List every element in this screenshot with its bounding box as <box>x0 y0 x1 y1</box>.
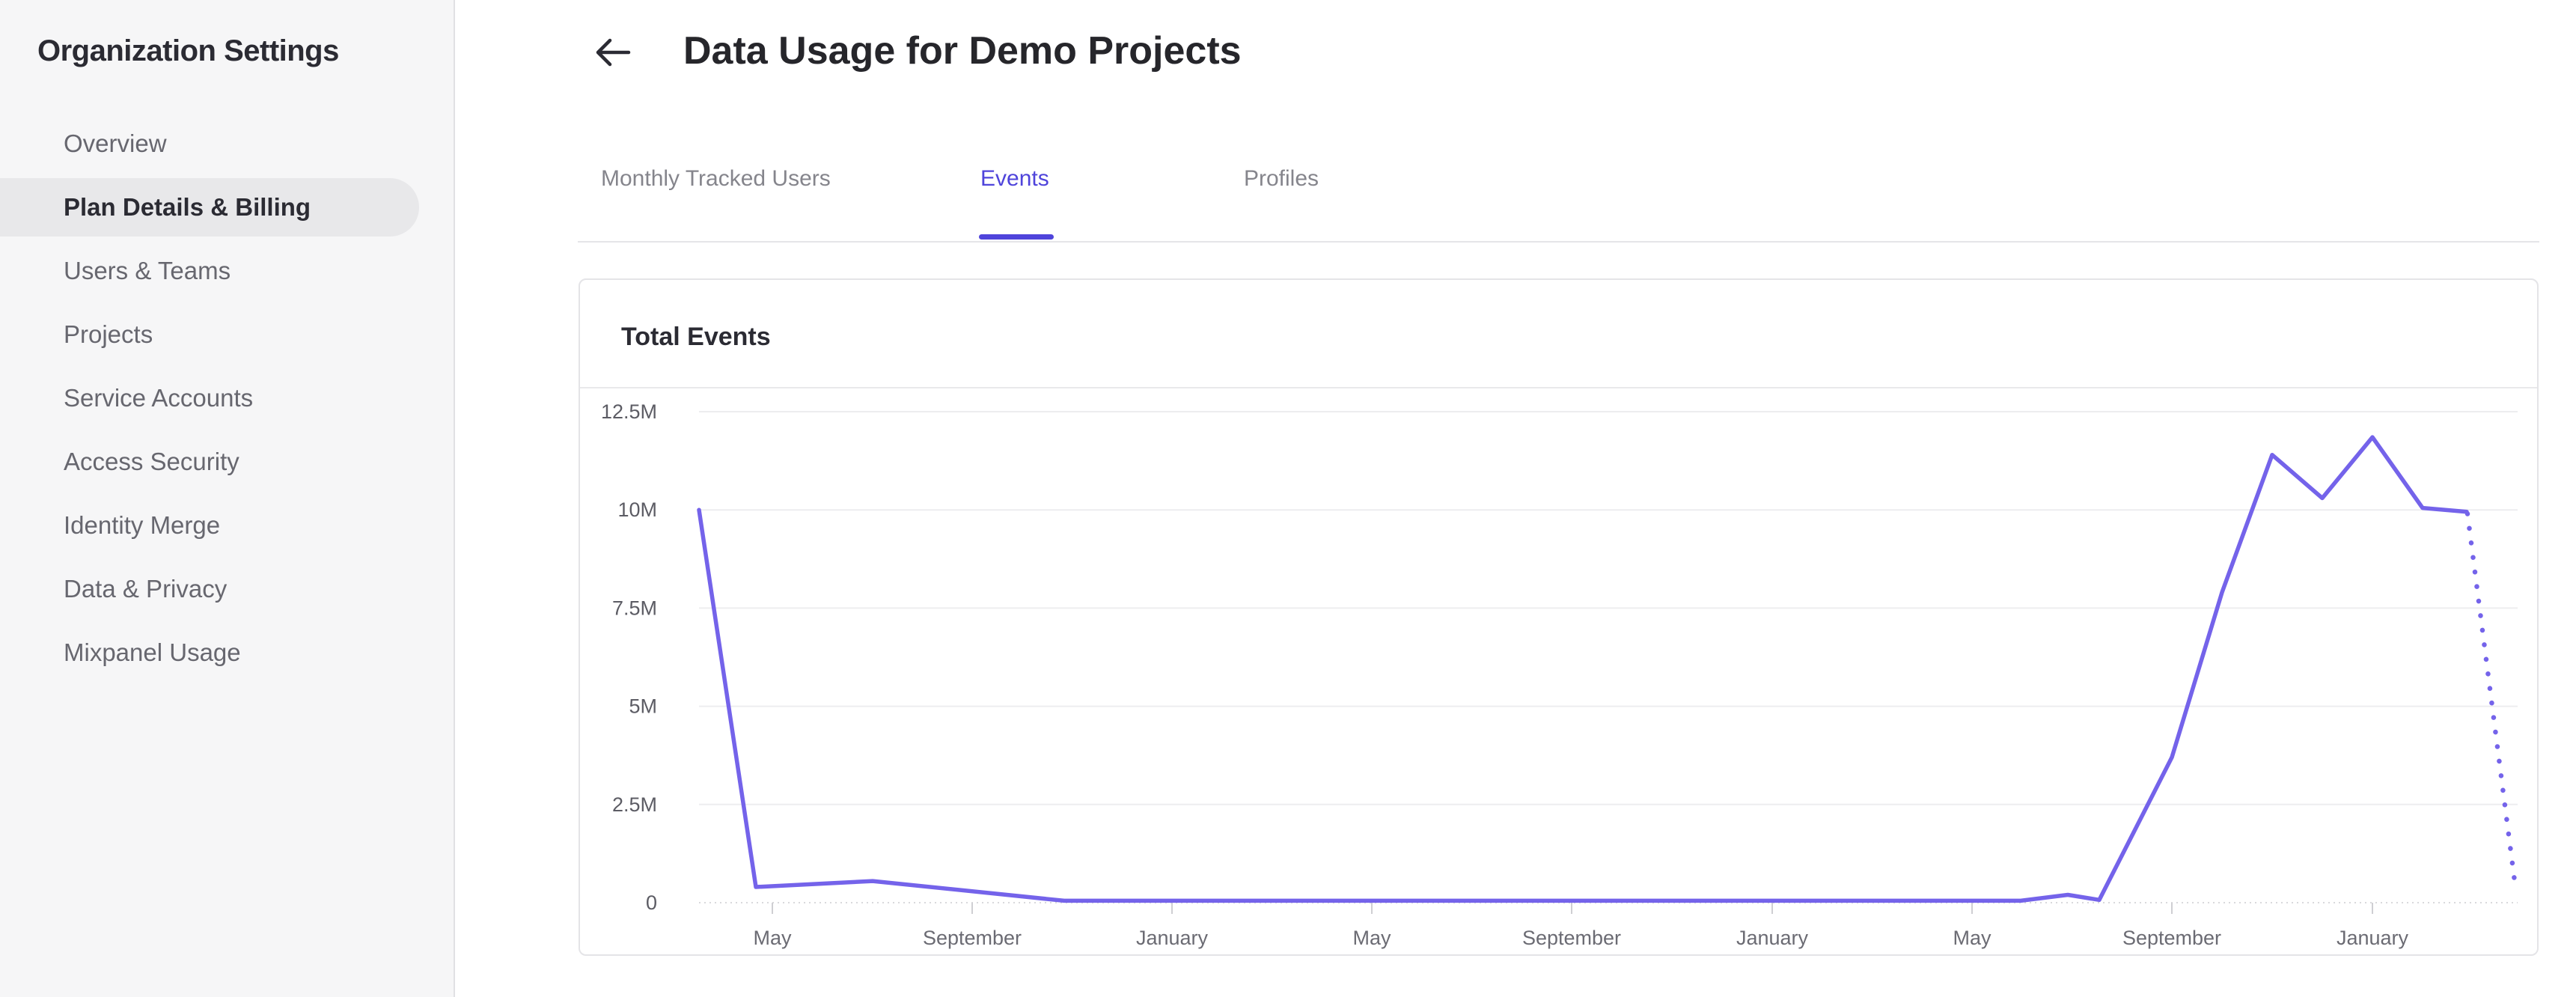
sidebar: Organization Settings Overview Plan Deta… <box>0 0 455 997</box>
chart-title: Total Events <box>621 323 771 351</box>
sidebar-nav: Overview Plan Details & Billing Users & … <box>0 115 455 687</box>
y-axis-label: 5M <box>629 695 657 718</box>
sidebar-item-data-privacy[interactable]: Data & Privacy <box>0 560 419 618</box>
sidebar-item-label: Users & Teams <box>64 257 231 284</box>
y-axis-label: 12.5M <box>601 400 657 423</box>
sidebar-item-users-teams[interactable]: Users & Teams <box>0 242 419 300</box>
events-series-line <box>697 435 2469 903</box>
active-tab-indicator <box>979 234 1054 240</box>
y-axis-label: 10M <box>617 498 657 521</box>
x-axis-label: January <box>1136 927 1209 949</box>
arrow-left-icon <box>596 38 631 66</box>
sidebar-item-access-security[interactable]: Access Security <box>0 433 419 491</box>
tab-events[interactable]: Events <box>980 163 1049 195</box>
sidebar-item-label: Identity Merge <box>64 511 221 539</box>
events-series-projection-dotted <box>2464 511 2518 890</box>
sidebar-item-label: Service Accounts <box>64 384 254 412</box>
card-header-divider <box>580 387 2537 388</box>
y-axis-label: 2.5M <box>612 793 657 816</box>
page-title: Data Usage for Demo Projects <box>683 29 1242 73</box>
sidebar-item-label: Mixpanel Usage <box>64 638 241 666</box>
sidebar-item-label: Access Security <box>64 448 239 475</box>
x-axis-label: January <box>2337 927 2409 949</box>
sidebar-item-label: Data & Privacy <box>64 575 228 603</box>
sidebar-item-service-accounts[interactable]: Service Accounts <box>0 369 419 427</box>
x-axis-label: September <box>923 927 1022 949</box>
sidebar-item-overview[interactable]: Overview <box>0 115 419 173</box>
y-axis-label: 0 <box>646 891 657 914</box>
sidebar-item-projects[interactable]: Projects <box>0 305 419 364</box>
sidebar-item-identity-merge[interactable]: Identity Merge <box>0 496 419 555</box>
tab-profiles[interactable]: Profiles <box>1244 163 1319 195</box>
sidebar-item-label: Plan Details & Billing <box>64 193 311 221</box>
x-axis-label: May <box>1953 927 1991 949</box>
x-axis-label: January <box>1736 927 1809 949</box>
sidebar-item-mixpanel-usage[interactable]: Mixpanel Usage <box>0 623 419 682</box>
sidebar-item-label: Overview <box>64 129 167 157</box>
sidebar-title: Organization Settings <box>37 34 339 67</box>
tab-bar-divider <box>578 241 2539 243</box>
x-axis-label: September <box>1522 927 1621 949</box>
y-axis-label: 7.5M <box>612 597 657 619</box>
sidebar-item-plan-details-billing[interactable]: Plan Details & Billing <box>0 178 419 237</box>
total-events-card: Total Events <box>579 278 2539 956</box>
back-button[interactable] <box>591 36 633 70</box>
x-axis-label: May <box>1352 927 1391 949</box>
sidebar-item-label: Projects <box>64 320 153 348</box>
x-axis-label: May <box>753 927 792 949</box>
tab-monthly-tracked-users[interactable]: Monthly Tracked Users <box>601 163 831 195</box>
x-axis-label: September <box>2122 927 2221 949</box>
